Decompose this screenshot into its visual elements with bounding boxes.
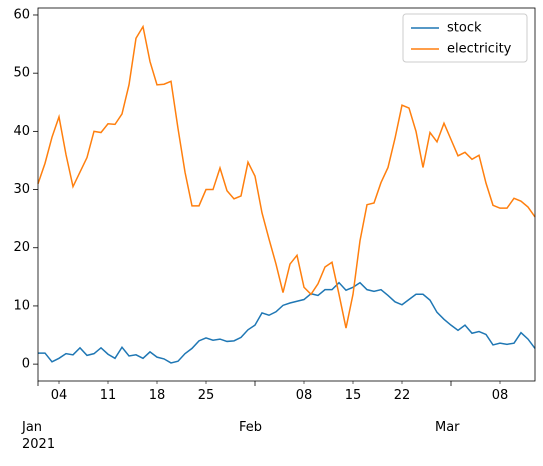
- x-tick-label: 18: [148, 388, 166, 403]
- x-tick-label: Feb: [239, 420, 263, 435]
- x-tick-label: Jan 2021: [22, 420, 56, 452]
- y-tick-label: 40: [13, 124, 30, 139]
- legend-box: [402, 13, 528, 63]
- x-tick-label: 04: [50, 388, 68, 403]
- x-tick-label: 08: [295, 388, 313, 403]
- y-tick-label: 50: [13, 66, 30, 81]
- x-tick-label: 08: [491, 388, 509, 403]
- y-tick-label: 60: [13, 7, 30, 22]
- plot-frame: [37, 7, 536, 382]
- x-tick-label: Mar: [435, 420, 460, 435]
- y-tick-label: 0: [22, 357, 30, 372]
- x-tick-label: 11: [99, 388, 117, 403]
- y-tick-label: 10: [13, 298, 30, 313]
- legend-label: electricity: [447, 42, 512, 57]
- x-tick-label: 22: [393, 388, 411, 403]
- x-tick-label: 25: [197, 388, 215, 403]
- x-tick-label: 15: [344, 388, 362, 403]
- legend-label: stock: [447, 21, 482, 36]
- y-tick-label: 20: [13, 240, 30, 255]
- y-tick-label: 30: [13, 182, 30, 197]
- line-series: [37, 24, 536, 329]
- line-series: [38, 281, 536, 364]
